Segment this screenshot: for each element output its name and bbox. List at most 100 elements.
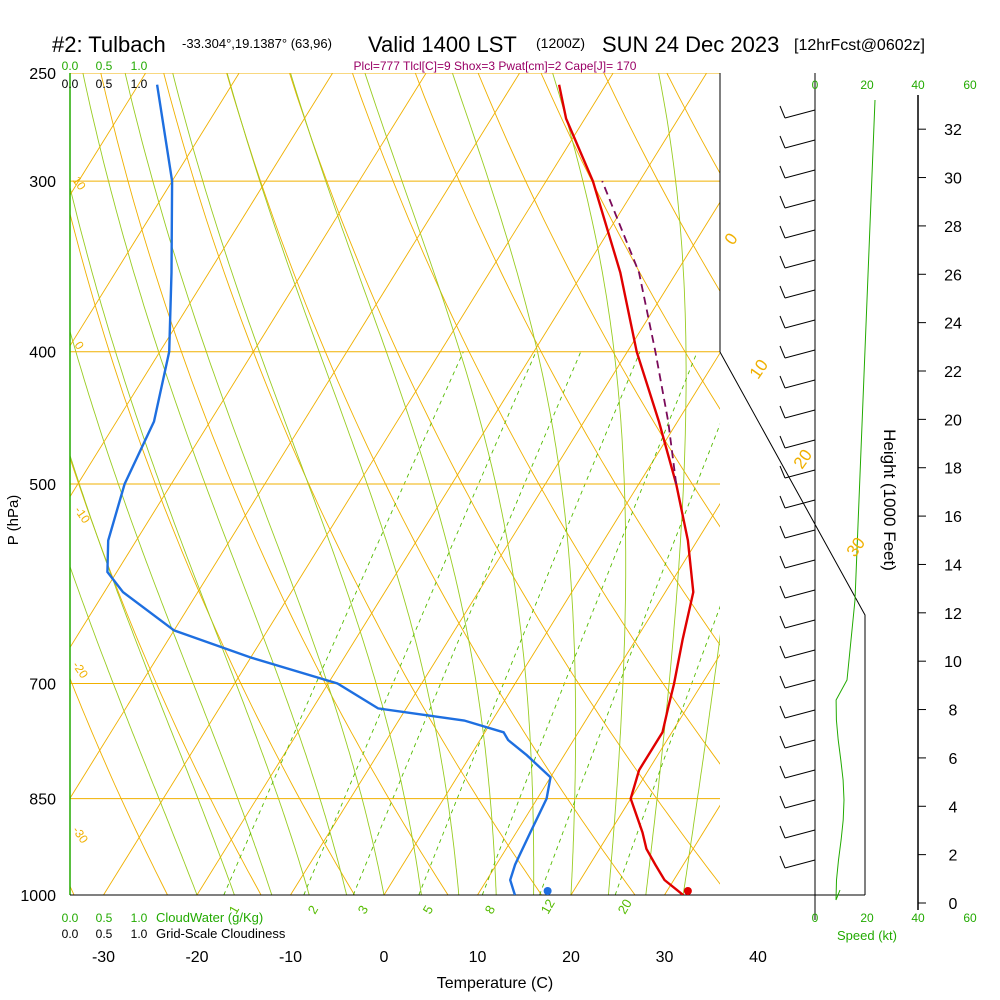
wind-barb-flag	[779, 735, 786, 749]
cloud-tick-label: 1.0	[131, 77, 148, 91]
cloud-tick-label: 0.0	[62, 59, 79, 73]
zulu-time: (1200Z)	[536, 35, 585, 51]
stability-indices: Plcl=777 Tlcl[C]=9 Shox=3 Pwat[cm]=2 Cap…	[354, 59, 637, 73]
wind-barb	[779, 555, 816, 569]
y-axis-label: P (hPa)	[5, 495, 22, 546]
isotherm	[102, 73, 614, 895]
wind-barb-staff	[784, 229, 816, 239]
moist-adiabat	[226, 73, 460, 895]
cloud-tick-label: 0.0	[62, 77, 79, 91]
wind-barb-flag	[779, 585, 786, 599]
wind-barb	[779, 195, 816, 209]
wind-barb	[779, 315, 816, 329]
height-tick-label: 30	[944, 171, 962, 188]
height-axis-label: Height (1000 Feet)	[880, 429, 899, 571]
wind-barb-flag	[779, 795, 786, 809]
isotherm	[70, 73, 334, 498]
dewpoint-profile	[106, 84, 552, 895]
isotherm	[289, 201, 720, 895]
parcel-profile	[601, 180, 678, 485]
speed-tick-label-bottom: 60	[963, 911, 977, 925]
dry-adiabat	[289, 73, 720, 885]
wind-barb	[779, 465, 816, 479]
wind-barb-flag	[779, 315, 786, 329]
wind-barb	[779, 765, 816, 779]
wind-barb-staff	[784, 319, 816, 329]
wind-barb-flag	[779, 855, 786, 869]
wind-barb-flag	[779, 135, 786, 149]
isotherm	[70, 73, 427, 649]
wind-barb-staff	[784, 649, 816, 659]
speed-tick-label-top: 60	[963, 78, 977, 92]
speed-tick-label-top: 20	[860, 78, 874, 92]
wind-barb	[779, 495, 816, 509]
wind-barb-flag	[779, 675, 786, 689]
pressure-tick-label: 250	[29, 66, 56, 83]
temperature-tick-label: 0	[380, 949, 389, 966]
wind-barb-staff	[784, 259, 816, 269]
temperature-profile	[557, 84, 695, 895]
height-tick-label: 4	[949, 799, 958, 816]
wind-barb-flag	[779, 705, 786, 719]
wind-barb	[779, 795, 816, 809]
height-tick-label: 20	[944, 412, 962, 429]
wind-barb-staff	[784, 499, 816, 509]
mixing-ratio-label: 20	[615, 896, 635, 916]
isotherm	[383, 352, 720, 895]
wind-barb-flag	[779, 375, 786, 389]
moist-adiabat	[124, 73, 385, 895]
temperature-tick-label: 40	[749, 949, 767, 966]
wind-barb-staff	[784, 769, 816, 779]
wind-barb-staff	[784, 709, 816, 719]
wind-barb	[779, 165, 816, 179]
wind-barb-flag	[779, 615, 786, 629]
wind-barb	[779, 285, 816, 299]
wind-panel-edge	[719, 351, 866, 895]
height-tick-label: 32	[944, 122, 962, 139]
height-tick-label: 0	[949, 896, 958, 913]
dry-adiabat	[540, 73, 720, 410]
wind-barb	[779, 735, 816, 749]
wind-barb-staff	[784, 529, 816, 539]
cloud-tick-label: 0.5	[96, 927, 113, 941]
moist-adiabat	[70, 329, 273, 895]
temperature-tick-label: 30	[656, 949, 674, 966]
moist-adiabat	[552, 73, 627, 895]
wind-barb-staff	[784, 859, 816, 869]
height-tick-label: 22	[944, 364, 962, 381]
wind-barb-flag	[779, 105, 786, 119]
temperature-tick-label: -20	[185, 949, 208, 966]
wind-barb	[779, 435, 816, 449]
valid-time: Valid 1400 LST	[368, 32, 517, 57]
cloudwater-label: CloudWater (g/Kg)	[156, 910, 263, 925]
wind-barb-staff	[784, 409, 816, 419]
wind-barb	[779, 645, 816, 659]
pressure-tick-label: 400	[29, 345, 56, 362]
height-tick-label: 10	[944, 654, 962, 671]
wind-barb-flag	[779, 405, 786, 419]
height-tick-label: 28	[944, 219, 962, 236]
dry-adiabat	[70, 456, 262, 895]
wind-barb-flag	[779, 645, 786, 659]
cloudiness-label: Grid-Scale Cloudiness	[156, 926, 286, 941]
wind-barb-staff	[784, 799, 816, 809]
moist-adiabat	[364, 73, 535, 895]
cloud-tick-label: 0.5	[96, 77, 113, 91]
wind-barb-staff	[784, 739, 816, 749]
dry-adiabat	[226, 73, 636, 895]
wind-barb-flag	[779, 285, 786, 299]
speed-axis-label: Speed (kt)	[837, 928, 897, 943]
dry-adiabat	[70, 677, 169, 895]
moist-adiabat	[70, 565, 198, 895]
wind-barb-staff	[784, 829, 816, 839]
pressure-tick-label: 500	[29, 477, 56, 494]
wind-barb-staff	[784, 379, 816, 389]
wind-barb-staff	[784, 109, 816, 119]
speed-tick-label-bottom: 20	[860, 911, 874, 925]
moist-adiabat	[451, 73, 577, 895]
isotherm	[196, 73, 708, 895]
isotherm	[570, 653, 720, 895]
isotherm	[70, 73, 521, 800]
dry-adiabat	[414, 73, 720, 646]
